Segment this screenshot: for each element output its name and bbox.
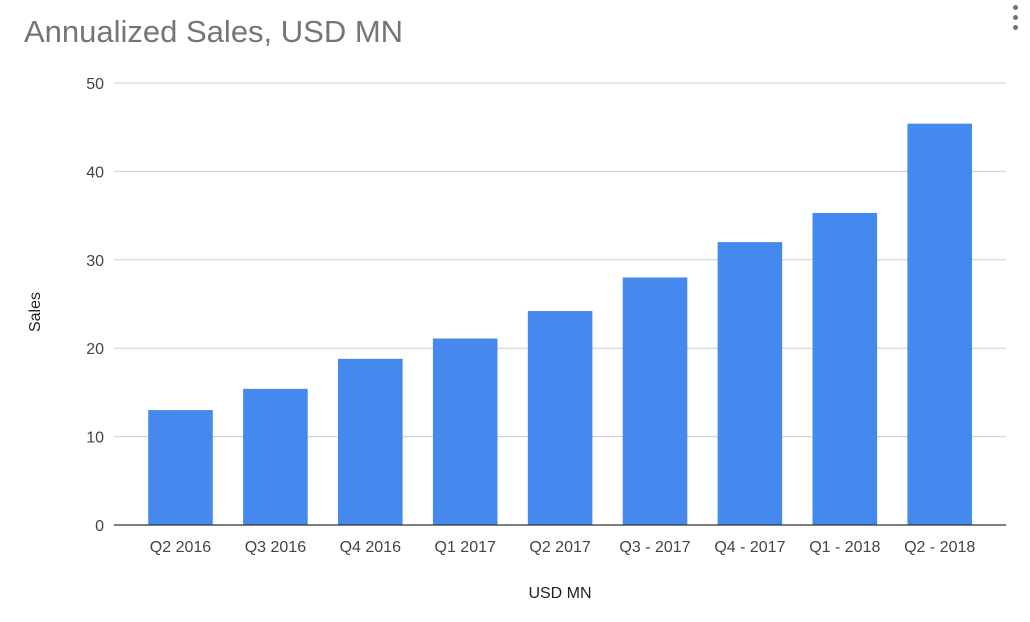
x-axis-ticks: Q2 2016 Q3 2016 Q4 2016 Q1 2017 Q2 2017 Q3 - … (150, 539, 976, 556)
x-tick-label: Q3 - 2017 (619, 539, 690, 556)
y-tick-label: 0 (95, 518, 104, 535)
more-options-icon[interactable] (1010, 2, 1022, 34)
bar[interactable] (907, 123, 972, 525)
x-tick-label: Q4 2016 (340, 539, 401, 556)
y-tick-label: 10 (86, 430, 104, 447)
bars (148, 123, 972, 525)
bar[interactable] (717, 242, 783, 525)
x-tick-label: Q2 2016 (150, 539, 211, 556)
y-tick-label: 50 (86, 76, 104, 93)
y-tick-label: 30 (86, 253, 104, 270)
y-axis-title: Sales (27, 292, 44, 332)
bar[interactable] (338, 358, 403, 525)
x-tick-label: Q1 - 2018 (809, 539, 880, 556)
x-axis-title: USD MN (528, 585, 591, 602)
bar[interactable] (243, 388, 308, 525)
x-tick-label: Q1 2017 (435, 539, 496, 556)
bar[interactable] (812, 212, 878, 525)
y-axis-ticks: 0 10 20 30 40 50 (86, 76, 104, 535)
bar[interactable] (527, 311, 593, 525)
x-tick-label: Q2 2017 (529, 539, 590, 556)
x-tick-label: Q2 - 2018 (904, 539, 975, 556)
bar[interactable] (148, 410, 213, 525)
bar[interactable] (622, 277, 688, 525)
y-tick-label: 40 (86, 164, 104, 181)
chart-title: Annualized Sales, USD MN (24, 14, 404, 49)
x-tick-label: Q3 2016 (245, 539, 306, 556)
bar[interactable] (432, 338, 498, 525)
y-tick-label: 20 (86, 341, 104, 358)
x-tick-label: Q4 - 2017 (714, 539, 785, 556)
